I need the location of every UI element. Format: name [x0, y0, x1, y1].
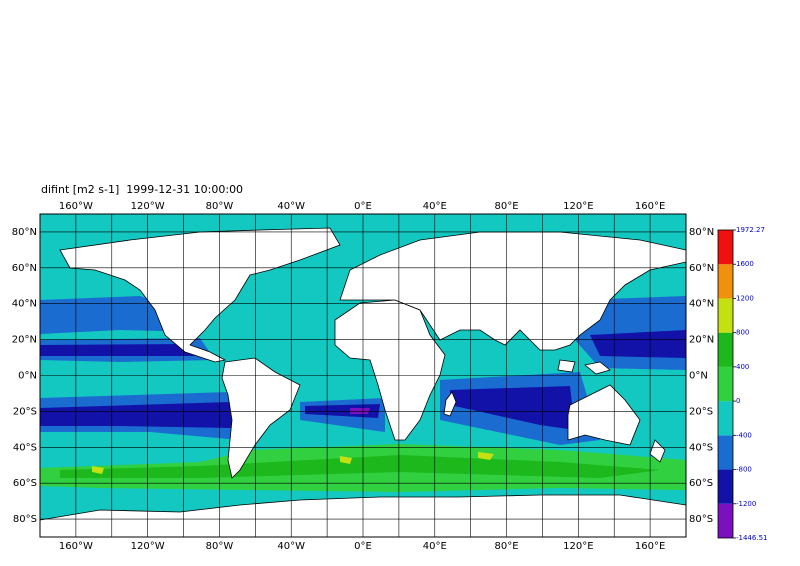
land [59, 227, 341, 363]
field-region [40, 402, 232, 428]
x-tick-label: 80°W [206, 541, 234, 552]
map-title: difint [m2 s-1] 1999-12-31 10:00:00 [41, 183, 243, 196]
x-tick-label: 40°E [423, 541, 447, 552]
x-tick-label: 40°E [423, 201, 447, 212]
colorbar-label: -800 [736, 466, 752, 474]
x-tick-label: 40°W [277, 201, 305, 212]
y-tick-label: 60°N [689, 263, 714, 274]
x-tick-label: 80°E [495, 541, 519, 552]
colorbar-label: -400 [736, 431, 752, 439]
y-tick-label: 20°N [689, 335, 714, 346]
colorbar-bin [718, 332, 733, 367]
field-region [40, 344, 200, 356]
colorbar-bin [718, 469, 733, 504]
y-tick-label: 40°N [689, 299, 714, 310]
x-tick-label: 160°W [59, 201, 93, 212]
y-tick-label: 60°N [12, 263, 37, 274]
colorbar-label: 1600 [736, 260, 754, 268]
y-tick-label: 40°S [13, 442, 37, 453]
colorbar-bin [718, 401, 733, 436]
land [221, 357, 301, 479]
colorbar-bin [718, 298, 733, 333]
x-tick-label: 120°E [563, 201, 593, 212]
field-region [450, 386, 575, 430]
y-tick-label: 0°N [689, 371, 708, 382]
x-tick-label: 160°E [635, 541, 665, 552]
colorbar-bin [718, 435, 733, 470]
colorbar-label: 0 [736, 397, 740, 405]
land [443, 359, 666, 463]
colorbar-label: 400 [736, 363, 749, 371]
land [567, 384, 641, 446]
x-tick-label: 80°E [495, 201, 519, 212]
colorbar-label: 800 [736, 329, 749, 337]
x-tick-label: 80°W [206, 201, 234, 212]
y-tick-label: 20°S [689, 406, 713, 417]
y-tick-label: 60°S [689, 478, 713, 489]
colorbar-label: -1446.51 [736, 534, 767, 542]
x-tick-label: 120°W [131, 541, 165, 552]
y-tick-label: 40°N [12, 299, 37, 310]
x-tick-label: 160°E [635, 201, 665, 212]
x-tick-label: 0°E [354, 541, 372, 552]
y-tick-label: 20°N [12, 335, 37, 346]
y-tick-label: 80°N [12, 227, 37, 238]
x-tick-label: 40°W [277, 541, 305, 552]
y-tick-label: 80°S [13, 514, 37, 525]
y-tick-label: 80°N [689, 227, 714, 238]
colorbar-label: 1972.27 [736, 226, 765, 234]
x-tick-label: 160°W [59, 541, 93, 552]
colorbar-bin [718, 503, 733, 538]
field-region [60, 455, 660, 478]
colorbar-frame [717, 229, 734, 539]
colorbar-label: -1200 [736, 500, 756, 508]
colorbar-bin [718, 230, 733, 265]
y-tick-label: 80°S [689, 514, 713, 525]
y-tick-label: 0°N [18, 371, 37, 382]
colorbar-bin [718, 366, 733, 402]
x-tick-label: 120°W [131, 201, 165, 212]
field-region [350, 408, 370, 414]
x-tick-label: 0°E [354, 201, 372, 212]
y-tick-label: 20°S [13, 406, 37, 417]
y-tick-label: 40°S [689, 442, 713, 453]
colorbar-bin [718, 264, 733, 299]
map-frame [39, 213, 687, 538]
field-region [305, 404, 380, 418]
x-tick-label: 120°E [563, 541, 593, 552]
colorbar-label: 1200 [736, 294, 754, 302]
y-tick-label: 60°S [13, 478, 37, 489]
